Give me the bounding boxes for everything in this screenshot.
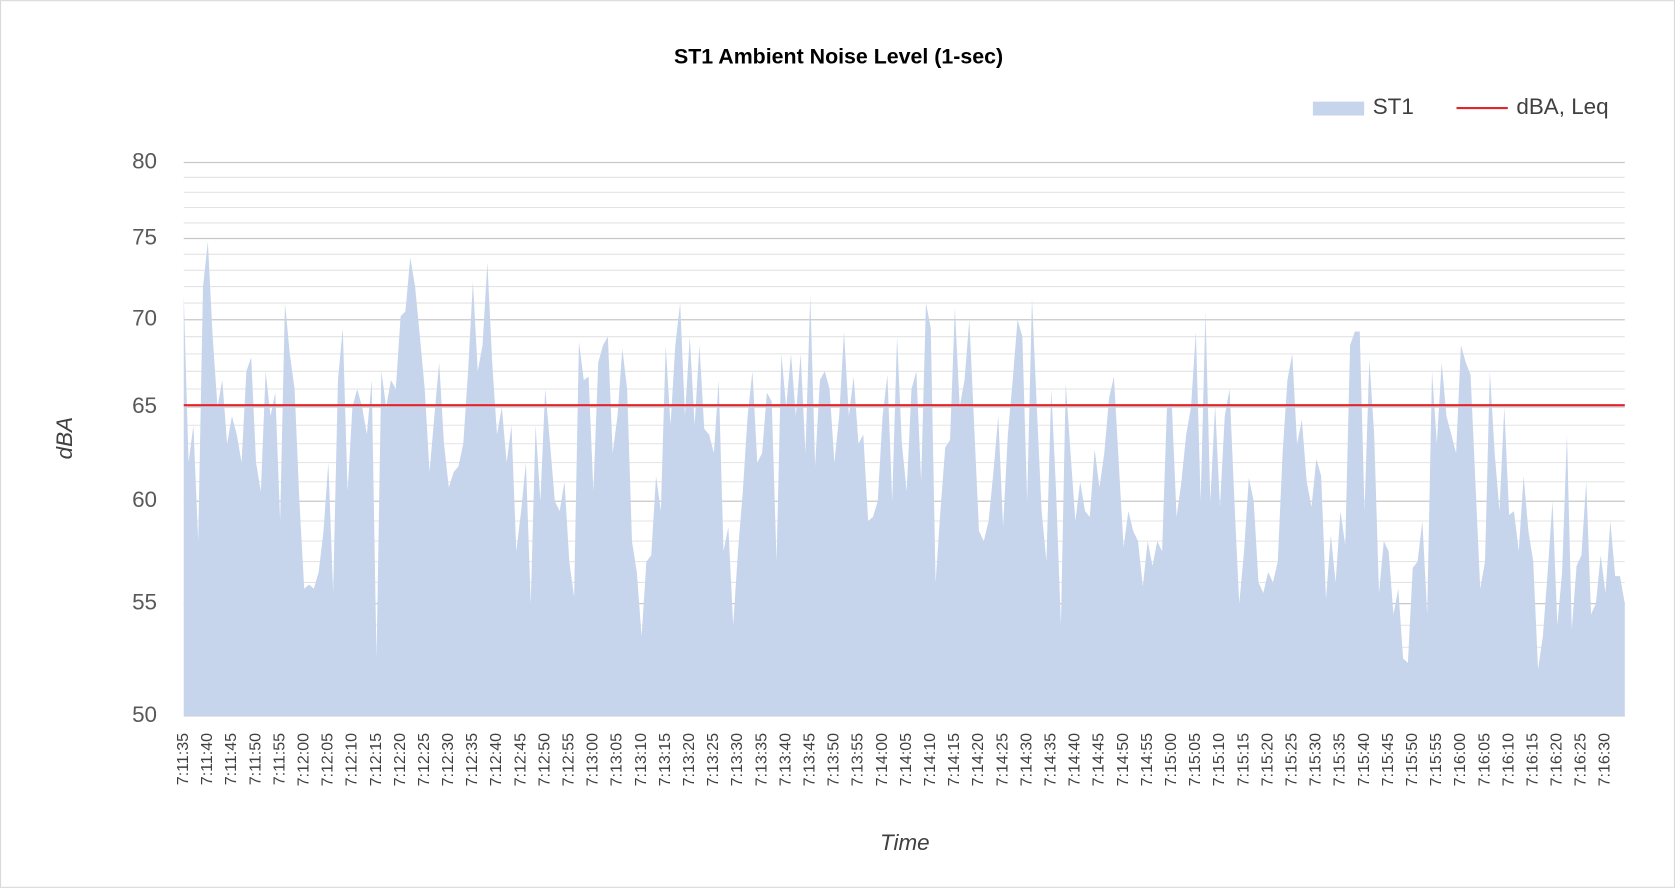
x-tick-label: 7:14:55 [1138, 733, 1156, 787]
x-tick-label: 7:16:05 [1475, 733, 1493, 787]
x-tick-label: 7:14:15 [945, 733, 963, 787]
x-tick-label: 7:14:20 [969, 733, 987, 787]
x-tick-label: 7:13:55 [849, 733, 867, 787]
x-tick-label: 7:11:45 [222, 733, 240, 785]
x-tick-label: 7:13:45 [801, 733, 819, 787]
x-tick-label: 7:14:30 [1017, 733, 1035, 787]
x-tick-label: 7:13:25 [704, 733, 722, 787]
x-tick-label: 7:13:00 [584, 733, 602, 787]
x-tick-label: 7:15:40 [1355, 733, 1373, 787]
x-tick-label: 7:16:15 [1523, 733, 1541, 787]
x-tick-label: 7:13:05 [608, 733, 626, 787]
x-tick-label: 7:16:10 [1499, 733, 1517, 787]
x-tick-label: 7:13:20 [680, 733, 698, 787]
legend-swatch [1312, 101, 1365, 116]
x-tick-label: 7:12:15 [367, 733, 385, 787]
x-tick-label: 7:15:55 [1427, 733, 1445, 787]
x-tick-label: 7:11:55 [270, 733, 288, 785]
x-tick-label: 7:14:10 [921, 733, 939, 787]
x-tick-label: 7:13:10 [632, 733, 650, 787]
y-tick-label: 50 [132, 702, 157, 727]
y-axis-label: dBA [52, 417, 77, 459]
x-tick-label: 7:12:25 [415, 733, 433, 787]
x-tick-label: 7:15:45 [1379, 733, 1397, 787]
x-tick-label: 7:16:25 [1572, 733, 1590, 787]
area [183, 241, 1625, 716]
x-tick-label: 7:15:35 [1331, 733, 1349, 787]
x-tick-label: 7:13:35 [752, 733, 770, 787]
y-tick-label: 55 [132, 590, 157, 615]
x-tick-label: 7:12:05 [319, 733, 337, 787]
y-tick-label: 65 [132, 393, 157, 418]
x-tick-label: 7:11:35 [174, 733, 192, 785]
x-tick-label: 7:15:30 [1307, 733, 1325, 787]
y-tick-label: 70 [132, 306, 157, 331]
x-tick-label: 7:15:00 [1162, 733, 1180, 787]
x-tick-label: 7:14:05 [897, 733, 915, 787]
y-tick-label: 60 [132, 487, 157, 512]
x-tick-label: 7:12:50 [535, 733, 553, 787]
x-tick-label: 7:16:30 [1596, 733, 1614, 787]
x-tick-label: 7:13:15 [656, 733, 674, 787]
x-tick-label: 7:15:25 [1282, 733, 1300, 787]
chart-title: ST1 Ambient Noise Level (1-sec) [674, 44, 1003, 68]
x-tick-label: 7:16:00 [1451, 733, 1469, 787]
x-tick-label: 7:16:20 [1548, 733, 1566, 787]
y-tick-label: 80 [132, 148, 157, 173]
x-tick-label: 7:14:35 [1041, 733, 1059, 787]
x-tick-label: 7:12:40 [487, 733, 505, 787]
x-tick-label: 7:13:50 [825, 733, 843, 787]
x-tick-label: 7:12:30 [439, 733, 457, 787]
x-tick-label: 7:14:25 [993, 733, 1011, 787]
x-tick-label: 7:14:00 [873, 733, 891, 787]
y-tick-label: 75 [132, 224, 157, 249]
x-tick-label: 7:14:50 [1114, 733, 1132, 787]
x-tick-label: 7:11:40 [198, 733, 216, 785]
x-tick-label: 7:12:35 [463, 733, 481, 787]
plot-area [183, 241, 1625, 716]
x-axis-label: Time [880, 830, 930, 855]
x-tick-label: 7:15:15 [1234, 733, 1252, 787]
x-tick-label: 7:15:20 [1258, 733, 1276, 787]
legend-label: ST1 [1373, 94, 1414, 119]
legend-label: dBA, Leq [1516, 94, 1608, 119]
x-tick-label: 7:12:20 [391, 733, 409, 787]
x-tick-label: 7:12:55 [560, 733, 578, 787]
x-tick-label: 7:15:05 [1186, 733, 1204, 787]
x-tick-label: 7:13:30 [728, 733, 746, 787]
x-tick-label: 7:12:00 [294, 733, 312, 787]
x-tick-label: 7:15:50 [1403, 733, 1421, 787]
x-tick-label: 7:12:45 [511, 733, 529, 787]
x-tick-label: 7:13:40 [776, 733, 794, 787]
x-tick-label: 7:15:10 [1210, 733, 1228, 787]
x-tick-label: 7:11:50 [246, 733, 264, 785]
x-tick-label: 7:14:45 [1090, 733, 1108, 787]
x-tick-label: 7:12:10 [343, 733, 361, 787]
x-tick-label: 7:14:40 [1066, 733, 1084, 787]
